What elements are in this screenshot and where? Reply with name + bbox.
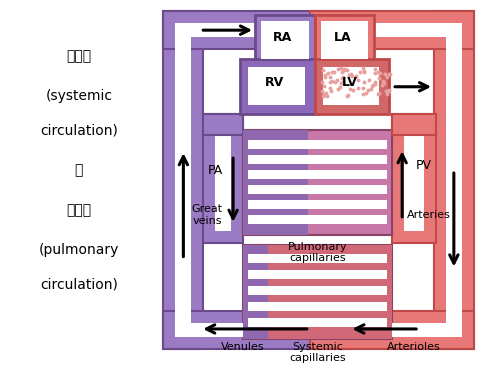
Bar bbox=[204, 114, 243, 243]
Text: Venules: Venules bbox=[221, 342, 265, 352]
Bar bbox=[255, 15, 314, 67]
Text: Arteries: Arteries bbox=[407, 210, 451, 220]
Text: Pulmonary
capillaries: Pulmonary capillaries bbox=[288, 242, 348, 263]
Bar bbox=[322, 67, 380, 105]
Bar bbox=[176, 23, 340, 37]
Text: (pulmonary: (pulmonary bbox=[39, 243, 119, 256]
Bar bbox=[248, 155, 387, 164]
Bar bbox=[261, 21, 308, 59]
Bar bbox=[243, 244, 268, 339]
Bar bbox=[392, 114, 436, 135]
Text: 体循环: 体循环 bbox=[66, 49, 92, 63]
Text: RA: RA bbox=[273, 31, 292, 44]
Bar bbox=[248, 318, 387, 327]
Bar bbox=[164, 11, 352, 49]
Bar bbox=[314, 59, 389, 114]
Bar bbox=[240, 59, 314, 114]
Text: (systemic: (systemic bbox=[46, 88, 112, 103]
Bar bbox=[215, 126, 231, 231]
Text: PV: PV bbox=[416, 159, 432, 172]
Text: 肺循环: 肺循环 bbox=[66, 203, 92, 217]
Bar bbox=[248, 255, 387, 263]
Bar bbox=[243, 244, 392, 339]
Text: circulation): circulation) bbox=[40, 277, 118, 291]
Text: 与: 与 bbox=[75, 163, 83, 177]
Bar bbox=[243, 130, 308, 235]
Bar bbox=[243, 130, 392, 235]
Bar bbox=[320, 21, 368, 59]
Bar bbox=[310, 11, 474, 49]
Bar bbox=[322, 323, 461, 337]
Bar bbox=[310, 311, 474, 349]
Text: Great
veins: Great veins bbox=[192, 204, 223, 226]
Text: RV: RV bbox=[265, 76, 284, 89]
Bar bbox=[164, 11, 203, 349]
Bar bbox=[322, 23, 461, 37]
Bar bbox=[248, 140, 387, 149]
Bar bbox=[446, 23, 462, 337]
Bar bbox=[176, 323, 340, 337]
Bar bbox=[248, 185, 387, 194]
Bar bbox=[204, 114, 243, 135]
Text: Arterioles: Arterioles bbox=[387, 342, 441, 352]
Bar bbox=[404, 126, 424, 231]
Bar bbox=[248, 170, 387, 179]
Text: Systemic
capillaries: Systemic capillaries bbox=[290, 342, 346, 363]
Bar bbox=[248, 67, 304, 105]
Bar bbox=[314, 15, 374, 67]
Bar bbox=[434, 11, 474, 349]
Text: LA: LA bbox=[334, 31, 351, 44]
Text: LV: LV bbox=[342, 76, 357, 89]
Bar bbox=[248, 215, 387, 224]
Text: PA: PA bbox=[208, 164, 223, 177]
Text: circulation): circulation) bbox=[40, 123, 118, 137]
Bar bbox=[248, 286, 387, 295]
Bar bbox=[164, 311, 352, 349]
Bar bbox=[248, 302, 387, 311]
Bar bbox=[248, 270, 387, 279]
Bar bbox=[268, 244, 392, 339]
Bar bbox=[248, 200, 387, 209]
Bar bbox=[176, 23, 192, 337]
Bar bbox=[392, 114, 436, 243]
